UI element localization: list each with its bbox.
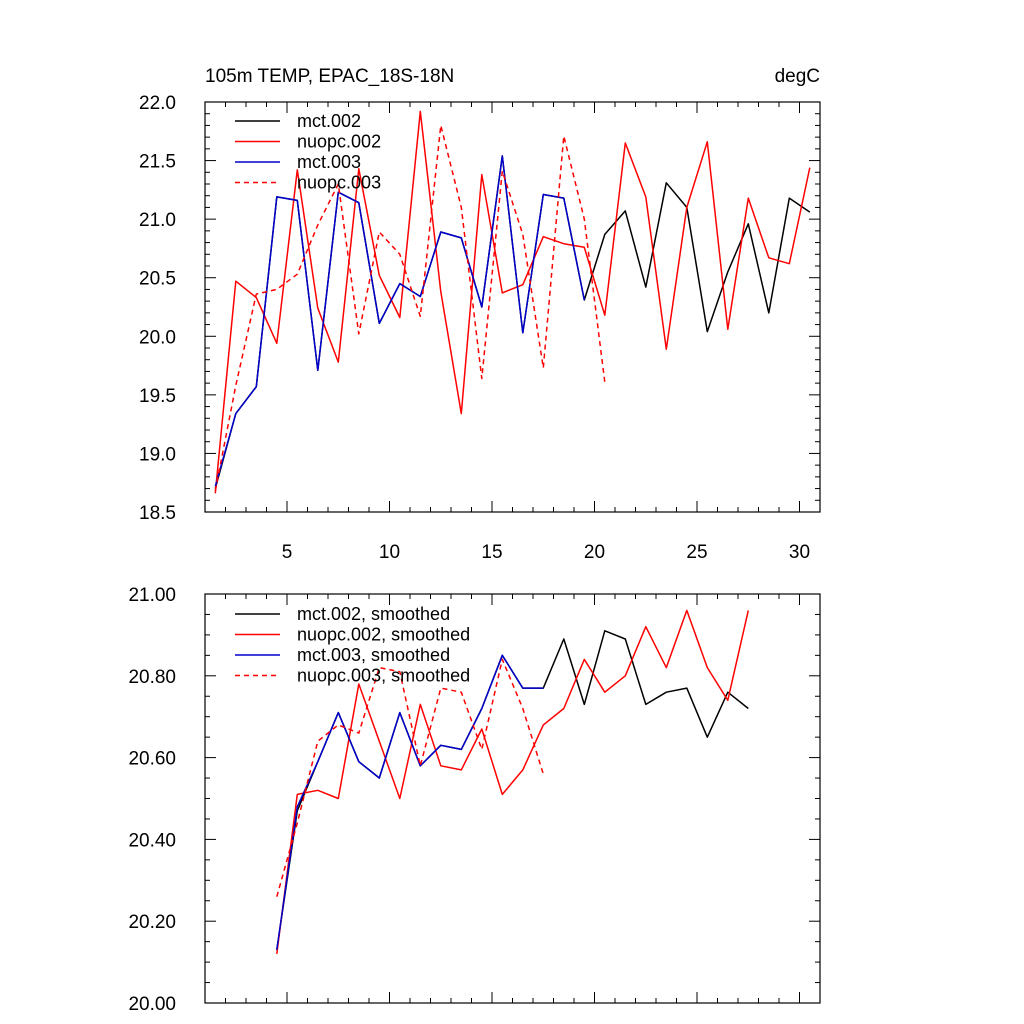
x-tick-label: 30	[789, 542, 810, 563]
legend-label: nuopc.002	[297, 132, 381, 152]
y-tick-label: 19.5	[139, 386, 176, 407]
bottom-panel-smoothed-temperature: 20.00 20.20 20.40 20.60 20.80 21.00 mct.002, s…	[128, 585, 821, 1015]
y-tick-label: 20.00	[128, 994, 176, 1015]
y-tick-label: 20.0	[139, 327, 176, 348]
y-tick-label: 21.0	[139, 210, 176, 231]
y-tick-label: 20.80	[128, 667, 176, 688]
legend-label: mct.003, smoothed	[297, 645, 450, 665]
series-line-mct-003-smoothed	[276, 654, 544, 950]
y-tick-label: 22.0	[139, 93, 176, 114]
y-tick-label: 20.60	[128, 749, 176, 770]
y-tick-label: 21.00	[128, 585, 176, 606]
legend-label: nuopc.003, smoothed	[297, 666, 470, 686]
chart-title-left: 105m TEMP, EPAC_18S-18N	[205, 66, 454, 87]
series-line-nuopc-003	[214, 124, 606, 492]
legend-label: mct.003	[297, 152, 361, 172]
series-line-mct-003	[214, 155, 586, 487]
x-tick-label: 10	[379, 542, 400, 563]
series-line-nuopc-003-smoothed	[276, 658, 545, 897]
legend-label: nuopc.002, smoothed	[297, 625, 470, 645]
legend-label: mct.002	[297, 111, 361, 131]
y-tick-label: 18.5	[139, 503, 176, 524]
series-line-nuopc-002-smoothed	[276, 609, 750, 954]
y-tick-label: 20.40	[128, 830, 176, 851]
x-tick-label: 25	[686, 542, 707, 563]
legend-label: nuopc.003	[297, 173, 381, 193]
y-tick-label: 20.5	[139, 269, 176, 290]
x-tick-label: 20	[584, 542, 605, 563]
x-tick-label: 5	[282, 542, 293, 563]
top-panel-raw-temperature: 105m TEMP, EPAC_18S-18N degC 5 10 15 20 25 30 18…	[139, 66, 821, 563]
y-tick-label: 21.5	[139, 152, 176, 173]
y-tick-label: 19.0	[139, 444, 176, 465]
legend-label: mct.002, smoothed	[297, 604, 450, 624]
y-tick-label: 20.20	[128, 912, 176, 933]
x-tick-label: 15	[481, 542, 502, 563]
chart-units-label: degC	[775, 66, 820, 87]
series-line-nuopc-002	[214, 110, 811, 494]
series-line-mct-002	[214, 155, 811, 489]
